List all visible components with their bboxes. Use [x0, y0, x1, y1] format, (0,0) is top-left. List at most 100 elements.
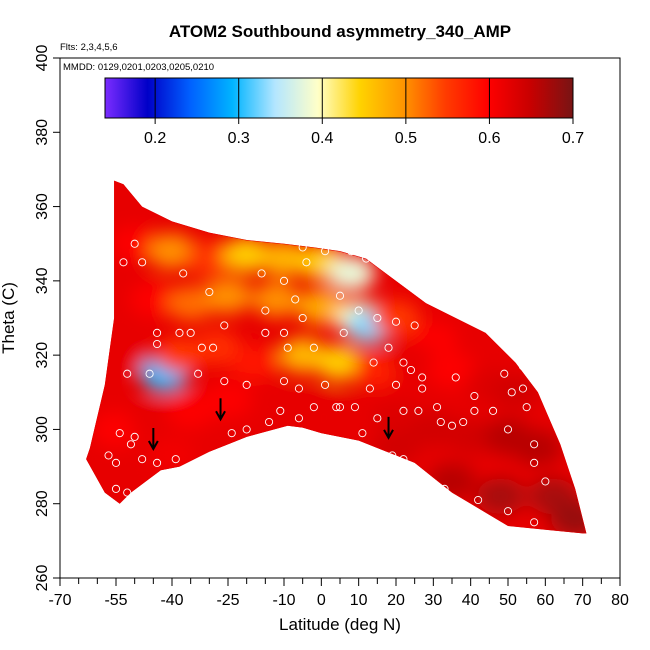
heatmap-cell: [110, 225, 159, 262]
observation-point: [242, 425, 251, 434]
observation-point: [279, 328, 289, 337]
heatmap-cell: [334, 396, 383, 433]
observation-point: [242, 380, 251, 389]
observation-point: [227, 429, 236, 438]
x-tick-label: 0: [317, 592, 326, 609]
observation-point: [302, 258, 311, 267]
observation-point: [459, 417, 468, 427]
observation-point: [436, 417, 445, 427]
colorbar-tick-label: 0.5: [395, 130, 417, 147]
observation-point: [470, 406, 479, 415]
observation-point: [279, 377, 289, 386]
y-axis-label: Theta (C): [0, 282, 18, 354]
y-tick-label: 380: [34, 119, 51, 146]
y-axis: 260 280 300 320 340 360 380 400: [34, 45, 60, 592]
flights-annotation: Flts: 2,3,4,5,6: [60, 42, 118, 53]
observation-point: [362, 254, 371, 263]
observation-point: [276, 406, 285, 415]
heatmap-cell: [260, 240, 308, 277]
observation-point: [104, 451, 113, 460]
heatmap-cell: [372, 400, 420, 437]
observation-point: [220, 321, 229, 330]
observation-point: [205, 287, 214, 297]
observation-point: [530, 458, 539, 467]
observation-point: [418, 373, 427, 382]
heatmap-cell: [148, 233, 196, 270]
observation-point: [335, 403, 345, 412]
heatmap-cell: [103, 456, 152, 492]
observation-point: [541, 477, 550, 486]
x-tick-label: -25: [216, 592, 239, 609]
observation-point: [470, 391, 479, 401]
colorbar-tick-label: 0.2: [144, 130, 166, 147]
observation-point: [500, 369, 509, 378]
observation-point: [440, 484, 449, 493]
observation-point: [294, 384, 303, 393]
heatmap-cell: [372, 430, 420, 466]
heatmap-cell: [316, 344, 364, 381]
heatmap-cell: [252, 281, 301, 318]
heatmap-cell: [252, 389, 301, 426]
observation-point: [530, 518, 539, 527]
observation-point: [138, 258, 147, 267]
observation-point: [115, 429, 124, 438]
heatmap-cell: [446, 418, 495, 455]
observation-point: [518, 384, 527, 393]
observation-point: [111, 458, 121, 467]
observation-point: [373, 414, 382, 423]
colorbar-tick-label: 0.6: [478, 130, 500, 147]
heatmap-cell: [166, 285, 215, 322]
observation-point: [194, 369, 203, 378]
observation-point: [503, 536, 513, 545]
heatmap-cell: [390, 344, 439, 381]
colorbar-gradient: [104, 77, 574, 119]
observation-point: [130, 432, 139, 441]
tropopause-arrows: [147, 398, 394, 452]
observation-point: [130, 239, 139, 248]
observation-point: [503, 507, 513, 516]
observation-point: [365, 384, 374, 393]
heatmap-cell: [428, 463, 476, 500]
observation-point: [530, 440, 539, 449]
observation-point: [399, 358, 408, 367]
heatmap-cell: [551, 500, 587, 534]
observation-point: [175, 328, 184, 337]
observation-point: [350, 403, 359, 412]
y-tick-label: 360: [34, 193, 51, 220]
observation-point: [503, 425, 513, 434]
observation-point: [339, 328, 348, 337]
x-tick-label: 70: [574, 592, 592, 609]
heatmap-cell: [185, 240, 234, 277]
observation-points: [104, 239, 550, 545]
observation-point: [309, 343, 318, 352]
observation-point: [369, 358, 378, 367]
observation-point: [283, 343, 292, 352]
observation-point: [321, 247, 330, 256]
observation-point: [354, 306, 363, 315]
observation-point: [522, 403, 531, 412]
observation-point: [406, 365, 415, 375]
y-tick-label: 300: [34, 416, 51, 443]
x-tick-label: -55: [104, 592, 127, 609]
heatmap-cell: [353, 352, 402, 388]
observation-point: [321, 380, 330, 389]
colorbar: 0.2 0.3 0.4 0.5 0.6 0.7: [104, 77, 584, 147]
x-tick-label: 40: [462, 592, 480, 609]
observation-point: [171, 455, 180, 464]
heatmap-cell: [166, 392, 215, 429]
observation-point: [410, 484, 419, 493]
y-tick-label: 260: [34, 565, 51, 592]
observation-point: [298, 243, 307, 252]
colorbar-tick-label: 0.4: [311, 130, 333, 147]
y-tick-label: 280: [34, 490, 51, 517]
observation-point: [186, 328, 195, 337]
y-tick-label: 400: [34, 45, 51, 72]
observation-point: [153, 339, 162, 349]
heatmap-cell: [327, 255, 376, 292]
colorbar-tick-label: 0.3: [228, 130, 250, 147]
observation-point: [294, 414, 303, 423]
y-tick-label: 340: [34, 267, 51, 294]
heatmap-cell: [103, 337, 152, 374]
heatmap-cell: [409, 411, 458, 448]
